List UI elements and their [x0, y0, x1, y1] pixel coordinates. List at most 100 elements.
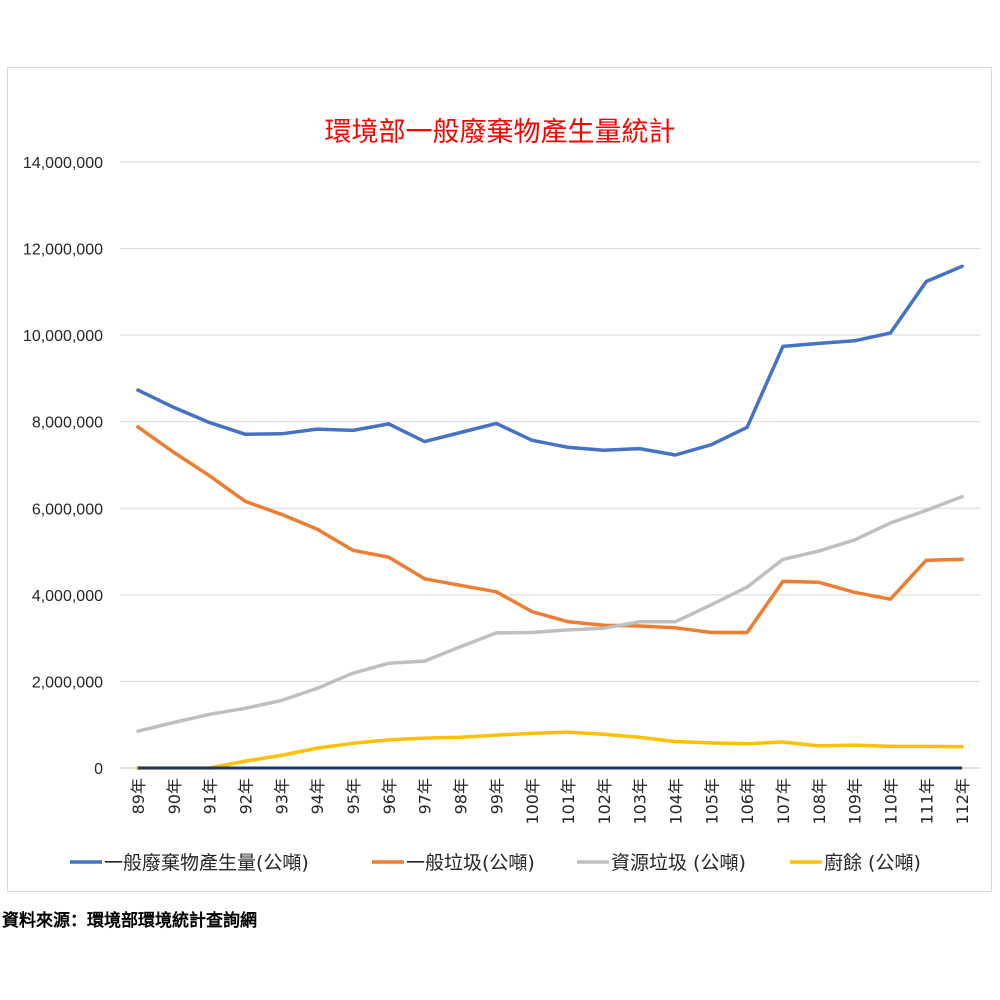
- data-point: [924, 744, 928, 748]
- data-point: [745, 742, 749, 746]
- data-point: [960, 495, 964, 499]
- data-point: [709, 443, 713, 447]
- y-tick-label: 4,000,000: [32, 588, 103, 605]
- data-point: [172, 721, 176, 724]
- data-point: [781, 740, 785, 744]
- data-point: [638, 447, 642, 451]
- chart-title: 環境部一般廢棄物產生量統計: [325, 117, 676, 148]
- data-point: [387, 661, 391, 665]
- data-point: [423, 440, 427, 444]
- data-point: [709, 603, 713, 607]
- data-point: [638, 620, 642, 624]
- x-tick-label: 98年: [451, 778, 470, 814]
- data-point: [494, 733, 498, 737]
- data-point: [315, 686, 319, 690]
- y-tick-label: 10,000,000: [23, 328, 103, 345]
- x-tick-label: 110年: [881, 778, 900, 825]
- data-point: [924, 558, 928, 562]
- data-point: [817, 580, 821, 584]
- data-point: [781, 344, 785, 348]
- y-tick-label: 0: [94, 761, 103, 778]
- data-point: [673, 626, 677, 630]
- data-point: [817, 744, 821, 748]
- x-tick-label: 111年: [917, 778, 936, 825]
- legend: 一般廢棄物產生量(公噸) 一般垃圾(公噸) 資源垃圾 (公噸) 廚餘 (公噸): [70, 851, 921, 874]
- x-tick-label: 90年: [165, 778, 184, 814]
- data-point: [243, 499, 247, 503]
- x-tick-label: 104年: [666, 778, 685, 825]
- data-point: [924, 280, 928, 283]
- y-tick-label: 2,000,000: [32, 674, 103, 691]
- x-tick-label: 89年: [129, 778, 148, 814]
- data-point: [387, 738, 391, 742]
- data-point: [279, 432, 283, 436]
- data-point: [566, 628, 570, 632]
- series-line-2: [136, 425, 964, 635]
- data-point: [888, 597, 892, 601]
- data-point: [494, 631, 498, 635]
- data-point: [566, 620, 570, 624]
- series-line-1: [136, 264, 964, 457]
- data-point: [745, 425, 749, 429]
- data-point: [351, 428, 355, 432]
- data-point: [315, 527, 319, 531]
- legend-label: 資源垃圾 (公噸): [611, 852, 746, 874]
- legend-label: 一般垃圾(公噸): [406, 852, 535, 874]
- x-tick-label: 106年: [738, 778, 757, 825]
- source-note: 資料來源：環境部環境統計查詢網: [2, 911, 257, 931]
- data-point: [781, 557, 785, 561]
- data-point: [960, 745, 964, 749]
- x-tick-label: 109年: [846, 778, 865, 825]
- data-point: [351, 671, 355, 675]
- data-point: [423, 736, 427, 740]
- data-point: [387, 555, 391, 559]
- data-point: [566, 445, 570, 449]
- y-tick-label: 14,000,000: [23, 155, 103, 172]
- data-point: [423, 659, 427, 663]
- y-axis: 0 2,000,000 4,000,000 6,000,000 8,000,000 10,…: [23, 155, 103, 778]
- data-point: [924, 508, 928, 512]
- data-point: [566, 730, 570, 734]
- x-tick-label: 96年: [380, 778, 399, 814]
- x-tick-label: 101年: [559, 778, 578, 825]
- data-point: [745, 631, 749, 634]
- data-point: [243, 706, 247, 710]
- data-point: [602, 448, 606, 452]
- data-point: [494, 590, 498, 594]
- data-point: [888, 521, 892, 525]
- data-point: [530, 631, 534, 634]
- y-tick-label: 12,000,000: [23, 242, 103, 259]
- data-point: [315, 746, 319, 750]
- data-point: [853, 538, 857, 542]
- y-tick-label: 6,000,000: [32, 501, 103, 518]
- x-tick-label: 92年: [236, 778, 255, 814]
- data-point: [709, 741, 713, 745]
- x-tick-label: 108年: [810, 778, 829, 825]
- data-point: [208, 421, 212, 425]
- data-point: [781, 579, 785, 583]
- x-tick-label: 95年: [344, 778, 363, 814]
- x-tick-label: 91年: [201, 778, 220, 814]
- data-point: [888, 744, 892, 748]
- chart-frame: [7, 67, 992, 892]
- data-point: [172, 450, 176, 454]
- data-point: [673, 740, 677, 744]
- series-lines: [136, 264, 964, 770]
- y-tick-label: 8,000,000: [32, 415, 103, 432]
- data-point: [960, 557, 964, 561]
- data-point: [638, 624, 642, 628]
- data-point: [243, 432, 247, 436]
- data-point: [351, 548, 355, 552]
- x-tick-label: 103年: [631, 778, 650, 825]
- data-point: [172, 405, 176, 409]
- data-point: [853, 339, 857, 343]
- data-point: [458, 735, 462, 739]
- data-point: [888, 331, 892, 335]
- data-point: [458, 645, 462, 649]
- data-point: [638, 735, 642, 739]
- data-point: [458, 583, 462, 587]
- data-point: [208, 712, 212, 716]
- data-point: [602, 626, 606, 630]
- data-point: [673, 620, 677, 624]
- data-point: [960, 264, 964, 268]
